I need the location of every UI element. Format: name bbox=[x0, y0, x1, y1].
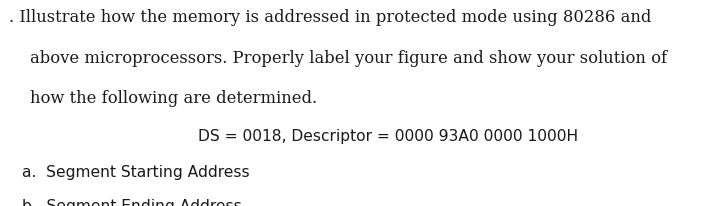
Text: above microprocessors. Properly label your figure and show your solution of: above microprocessors. Properly label yo… bbox=[30, 49, 667, 66]
Text: DS = 0018, Descriptor = 0000 93A0 0000 1000H: DS = 0018, Descriptor = 0000 93A0 0000 1… bbox=[198, 129, 578, 144]
Text: a.  Segment Starting Address: a. Segment Starting Address bbox=[22, 164, 249, 179]
Text: b.  Segment Ending Address: b. Segment Ending Address bbox=[22, 198, 241, 206]
Text: how the following are determined.: how the following are determined. bbox=[30, 90, 318, 107]
Text: . Illustrate how the memory is addressed in protected mode using 80286 and: . Illustrate how the memory is addressed… bbox=[9, 9, 651, 26]
